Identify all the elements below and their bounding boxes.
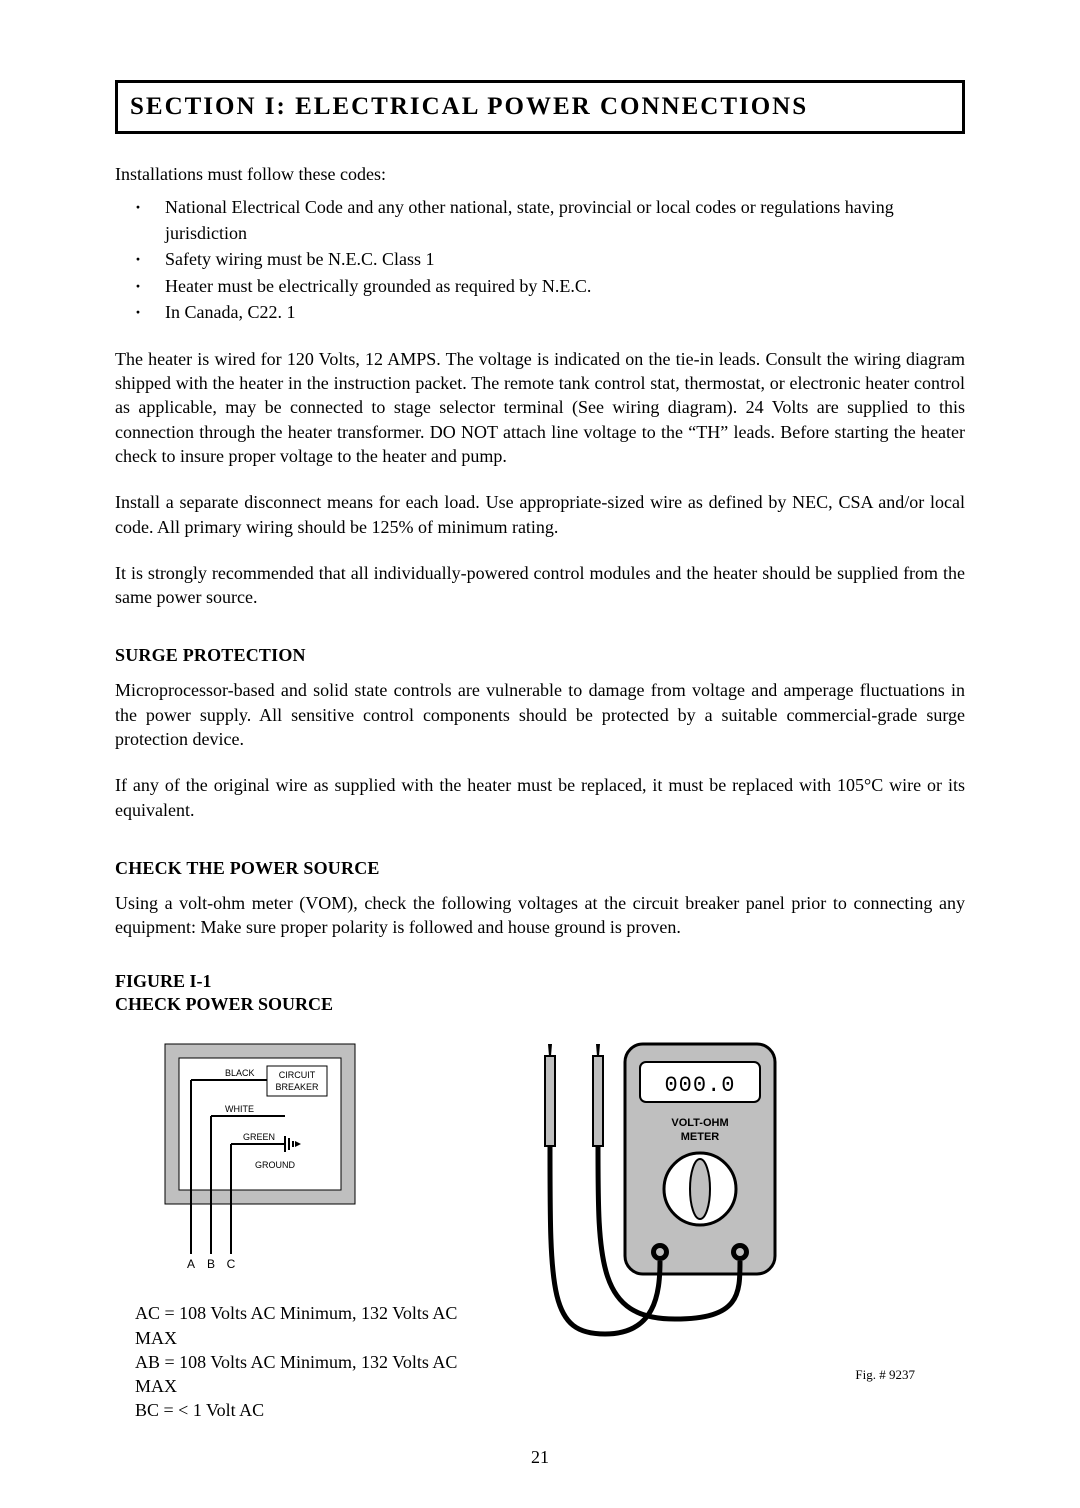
paragraph: Install a separate disconnect means for … <box>115 490 965 539</box>
bullet-item: Safety wiring must be N.E.C. Class 1 <box>115 246 965 272</box>
figure-label: FIGURE I-1 CHECK POWER SOURCE <box>115 970 965 1017</box>
code-bullet-list: National Electrical Code and any other n… <box>115 194 965 324</box>
terminal-a: A <box>187 1257 195 1271</box>
reading-bc: BC = < 1 Volt AC <box>135 1398 475 1422</box>
panel-svg: CIRCUIT BREAKER BLACK WHITE GREEN <box>135 1034 375 1274</box>
circuit-label: CIRCUIT <box>279 1070 316 1080</box>
panel-figure: CIRCUIT BREAKER BLACK WHITE GREEN <box>115 1034 475 1422</box>
white-label: WHITE <box>225 1104 254 1114</box>
terminal-c: C <box>227 1257 236 1271</box>
ground-label: GROUND <box>255 1160 295 1170</box>
section-title: SECTION I: ELECTRICAL POWER CONNECTIONS <box>130 93 950 121</box>
figure-number-label: Fig. # 9237 <box>515 1367 915 1383</box>
figure-row: CIRCUIT BREAKER BLACK WHITE GREEN <box>115 1034 965 1422</box>
paragraph: If any of the original wire as supplied … <box>115 773 965 822</box>
meter-label-2: METER <box>681 1131 720 1143</box>
page-number: 21 <box>115 1447 965 1468</box>
voltage-readings: AC = 108 Volts AC Minimum, 132 Volts AC … <box>135 1301 475 1422</box>
meter-svg: 000.0 VOLT-OHM METER <box>515 1034 855 1354</box>
paragraph: The heater is wired for 120 Volts, 12 AM… <box>115 347 965 468</box>
intro-text: Installations must follow these codes: <box>115 162 965 186</box>
reading-ab: AB = 108 Volts AC Minimum, 132 Volts AC … <box>135 1350 475 1399</box>
meter-label-1: VOLT-OHM <box>671 1117 728 1129</box>
section-header-box: SECTION I: ELECTRICAL POWER CONNECTIONS <box>115 80 965 134</box>
bullet-item: In Canada, C22. 1 <box>115 299 965 325</box>
bullet-item: National Electrical Code and any other n… <box>115 194 965 246</box>
figure-title: CHECK POWER SOURCE <box>115 994 333 1014</box>
paragraph: It is strongly recommended that all indi… <box>115 561 965 610</box>
check-power-heading: CHECK THE POWER SOURCE <box>115 858 965 879</box>
paragraph: Microprocessor-based and solid state con… <box>115 678 965 751</box>
black-label: BLACK <box>225 1068 255 1078</box>
breaker-label: BREAKER <box>275 1082 319 1092</box>
document-page: SECTION I: ELECTRICAL POWER CONNECTIONS … <box>0 0 1080 1508</box>
meter-display: 000.0 <box>664 1073 735 1098</box>
meter-figure: 000.0 VOLT-OHM METER <box>515 1034 915 1383</box>
surge-protection-heading: SURGE PROTECTION <box>115 645 965 666</box>
green-label: GREEN <box>243 1132 275 1142</box>
figure-number: FIGURE I-1 <box>115 971 212 991</box>
bullet-item: Heater must be electrically grounded as … <box>115 273 965 299</box>
reading-ac: AC = 108 Volts AC Minimum, 132 Volts AC … <box>135 1301 475 1350</box>
paragraph: Using a volt-ohm meter (VOM), check the … <box>115 891 965 940</box>
terminal-b: B <box>207 1257 215 1271</box>
